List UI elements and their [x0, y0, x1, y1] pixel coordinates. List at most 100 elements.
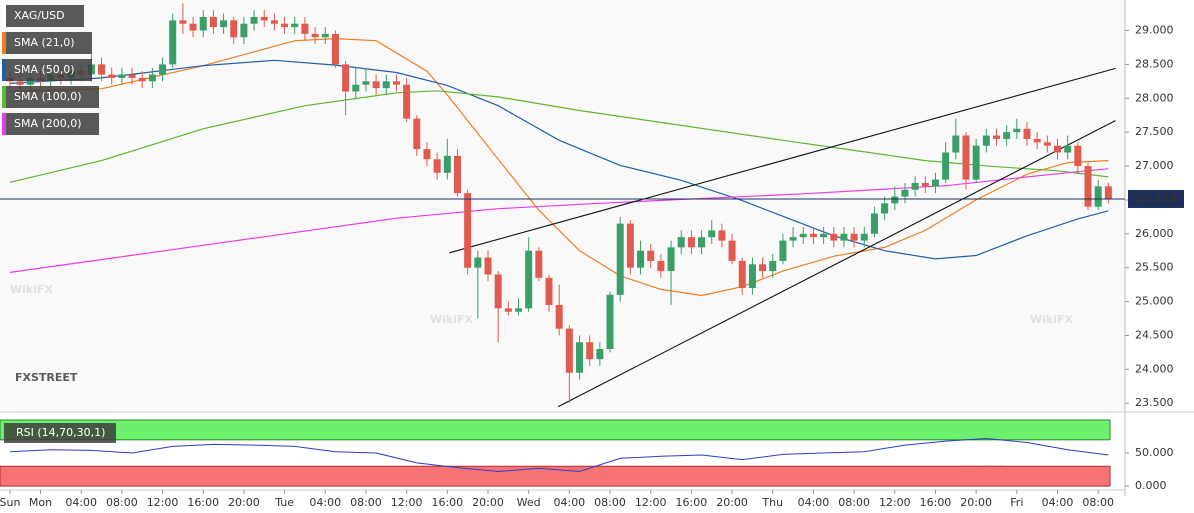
candle-body — [26, 77, 34, 85]
x-tick-label: Thu — [761, 496, 783, 509]
candle-body — [809, 233, 817, 238]
rsi-line — [9, 437, 1109, 473]
candle-body — [718, 230, 726, 241]
candle-body — [179, 20, 187, 24]
y-tick-label: 23.500 — [1135, 396, 1174, 409]
candle-body — [118, 74, 126, 78]
candle-body — [138, 77, 146, 82]
legend-swatch — [2, 5, 6, 27]
candle-body — [738, 260, 746, 289]
x-tick-label: 08:00 — [838, 496, 870, 509]
watermark: FXSTREET — [15, 371, 78, 384]
x-tick-label: Mon — [29, 496, 52, 509]
x-tick-label: Tue — [274, 496, 294, 509]
legend-label: SMA (50,0) — [14, 63, 75, 76]
x-tick-label: 04:00 — [798, 496, 830, 509]
candle-body — [291, 23, 299, 28]
rsi-label: RSI (14,70,30,1) — [16, 426, 105, 439]
candle-body — [850, 233, 858, 241]
candle-body — [1084, 166, 1092, 207]
x-tick-label: 12:00 — [391, 496, 423, 509]
candle-body — [820, 233, 828, 238]
candle-body — [565, 328, 573, 373]
candle-body — [148, 74, 156, 82]
candle-body — [962, 135, 970, 180]
candle-body — [382, 81, 390, 89]
legend-box — [2, 113, 99, 135]
candle-body — [1064, 145, 1072, 153]
sma-line — [9, 59, 1109, 260]
candle-body — [494, 274, 502, 309]
candle-body — [392, 81, 400, 85]
candle-body — [637, 250, 645, 268]
legend-label: XAG/USD — [14, 9, 65, 22]
candle-body — [515, 308, 522, 312]
candle-body — [1074, 145, 1082, 167]
candle-body — [281, 23, 289, 28]
candle-body — [270, 20, 278, 24]
trend-line — [449, 67, 1116, 254]
overbought-zone — [0, 419, 1111, 441]
candle-body — [209, 16, 217, 28]
candle-body — [799, 233, 807, 238]
watermark: WikiFX — [10, 283, 54, 296]
candle-body — [647, 250, 655, 261]
x-tick-label: Wed — [517, 496, 541, 509]
candle-body — [982, 135, 990, 146]
candle-body — [952, 135, 960, 153]
candle-body — [830, 233, 838, 241]
x-tick-label: 08:00 — [106, 496, 138, 509]
candle-body — [901, 189, 909, 197]
x-tick-label: 16:00 — [431, 496, 463, 509]
y-tick-label: 25.500 — [1135, 261, 1174, 274]
x-tick-label: 04:00 — [1042, 496, 1074, 509]
trend-line — [557, 120, 1116, 408]
x-tick-label: 12:00 — [635, 496, 667, 509]
candle-body — [586, 342, 594, 360]
x-tick-label: 16:00 — [187, 496, 219, 509]
legend-swatch — [2, 32, 6, 54]
candle-body — [708, 230, 716, 238]
candle-body — [525, 250, 533, 309]
rsi-tick-label: 0.000 — [1135, 479, 1167, 492]
candle-body — [220, 20, 228, 28]
x-tick-label: 12:00 — [147, 496, 179, 509]
candle-body — [453, 155, 461, 194]
y-tick-label: 28.500 — [1135, 57, 1174, 70]
candle-body — [372, 81, 380, 89]
candle-body — [555, 304, 563, 329]
candle-body — [159, 64, 167, 75]
candle-body — [98, 64, 106, 75]
x-tick-label: Fri — [1010, 496, 1023, 509]
legend-swatch — [2, 59, 6, 81]
x-tick-label: 20:00 — [472, 496, 504, 509]
y-tick-label: 28.000 — [1135, 91, 1174, 104]
candle-body — [931, 179, 939, 187]
candle-body — [240, 23, 248, 38]
candle-body — [443, 155, 451, 173]
candle-body — [199, 16, 207, 31]
x-tick-label: 08:00 — [1082, 496, 1114, 509]
candle-body — [1003, 132, 1011, 139]
y-tick-label: 27.000 — [1135, 159, 1174, 172]
x-tick-label: 16:00 — [676, 496, 708, 509]
candle-body — [342, 64, 350, 92]
candle-body — [860, 233, 868, 241]
legend-swatch — [2, 86, 6, 108]
candle-body — [433, 159, 441, 173]
candle-body — [16, 81, 24, 85]
candle-body — [108, 74, 116, 78]
candle-body — [881, 203, 889, 214]
candle-body — [403, 84, 411, 119]
candle-body — [1094, 186, 1102, 207]
candle-body — [1033, 138, 1041, 143]
candle-body — [992, 135, 1000, 139]
x-tick-label: 04:00 — [65, 496, 97, 509]
candle-body — [698, 237, 706, 248]
candle-body — [769, 260, 777, 272]
candle-body — [423, 149, 431, 160]
rsi-tick-label: 50.000 — [1135, 446, 1174, 459]
x-tick-label: 08:00 — [594, 496, 626, 509]
candle-body — [301, 23, 309, 34]
